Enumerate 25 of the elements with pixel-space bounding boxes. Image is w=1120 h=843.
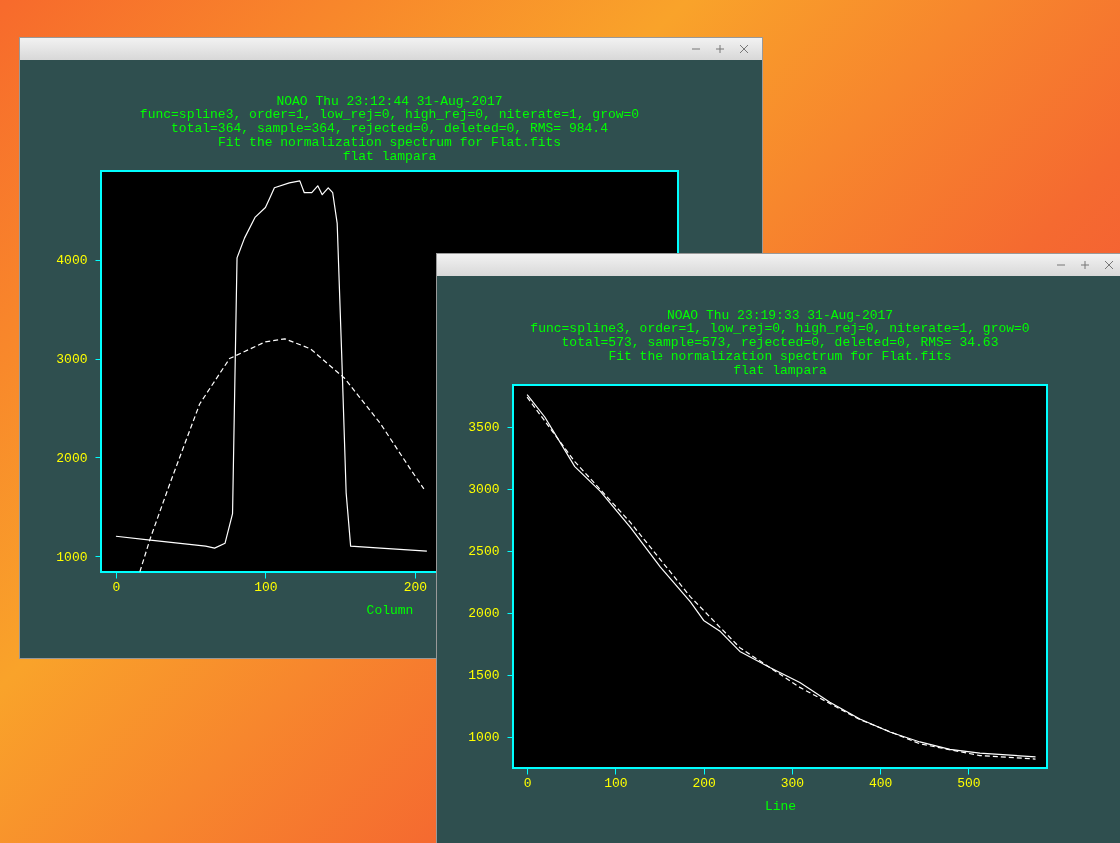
x-tick-label: 0 [523, 775, 532, 791]
chart-title: NOAO Thu 23:12:44 31-Aug-2017 [276, 94, 503, 109]
y-tick-label: 2000 [468, 606, 500, 622]
chart-subtitle: func=spline3, order=1, low_rej=0, high_rej=0, niterate=1, grow=0 total=364, sample=364, rejected=0, deleted=0, RMS= 984.4 Fit the normalization spectrum for Flat.fits flat lampara [139, 107, 640, 164]
y-tick-label: 2000 [56, 450, 88, 466]
y-tick-label: 4000 [56, 253, 88, 269]
x-tick-label: 300 [780, 775, 805, 791]
x-tick-label: 0 [112, 579, 121, 595]
y-tick-label: 1000 [468, 730, 500, 746]
y-tick-label: 1500 [468, 668, 500, 684]
x-tick-label: 400 [868, 775, 893, 791]
chart-subtitle: func=spline3, order=1, low_rej=0, high_rej=0, niterate=1, grow=0 total=573, sample=573, rejected=0, deleted=0, RMS= 34.63 Fit the normalization spectrum for Flat.fits flat lampara [530, 321, 1030, 378]
y-tick-label: 3000 [468, 482, 500, 498]
x-tick-label: 100 [254, 579, 278, 595]
x-tick-label: 100 [604, 775, 628, 791]
x-axis-title: Column [366, 602, 414, 618]
x-tick-label: 200 [692, 775, 716, 791]
y-tick-label: 3500 [468, 420, 500, 436]
y-tick-label: 3000 [56, 352, 88, 368]
x-tick-label: 200 [403, 579, 428, 595]
y-tick-label: 1000 [56, 549, 88, 565]
chart-title: NOAO Thu 23:19:33 31-Aug-2017 [666, 308, 894, 323]
x-tick-label: 500 [957, 775, 981, 791]
y-tick-label: 2500 [468, 544, 500, 560]
x-axis-title: Line [764, 798, 797, 814]
